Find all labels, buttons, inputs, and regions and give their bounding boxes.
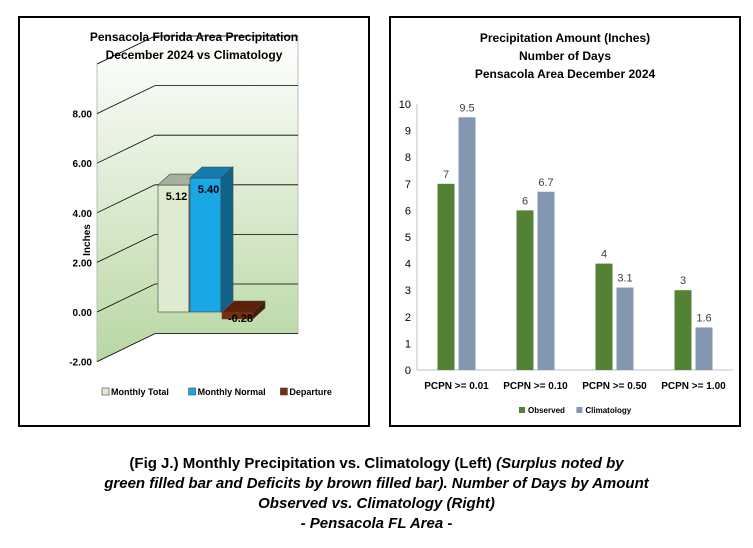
data-label: 3 xyxy=(680,275,686,287)
figure-caption-line-1: (Fig J.) Monthly Precipitation vs. Clima… xyxy=(0,454,753,474)
y-tick-label: 4.00 xyxy=(73,209,93,220)
bar-side xyxy=(252,300,266,320)
gridline xyxy=(96,184,298,214)
caption-italic-text: Observed vs. Climatology (Right) xyxy=(258,495,495,512)
y-tick-label: 0.00 xyxy=(73,308,93,319)
y-tick-label: 6 xyxy=(405,205,411,217)
y-tick-label: 5 xyxy=(405,232,411,244)
chart-title: Precipitation Amount (Inches) xyxy=(480,31,650,45)
gridline xyxy=(96,333,298,362)
bar-climatology xyxy=(537,191,555,370)
bar-observed xyxy=(595,263,613,370)
data-label: 9.5 xyxy=(459,102,474,114)
legend-label: Observed xyxy=(528,406,565,415)
data-label: -0.28 xyxy=(228,313,253,325)
legend-swatch xyxy=(188,387,196,396)
bar-observed xyxy=(516,210,534,370)
data-label: 7 xyxy=(443,169,449,181)
days-by-amount-bar-chart: Precipitation Amount (Inches) Number of D… xyxy=(399,31,733,415)
precipitation-3d-bar-chart: -2.00 0.00 2.00 4.00 6.00 8.00 Pensacola Flori… xyxy=(69,30,332,397)
figure-caption-line-2: green filled bar and Deficits by brown f… xyxy=(0,474,753,494)
legend-label: Monthly Normal xyxy=(198,387,266,397)
gridline xyxy=(96,283,298,313)
x-tick-label: PCPN >= 0.01 xyxy=(424,381,489,392)
bar-departure xyxy=(221,300,266,320)
bar-climatology xyxy=(616,287,634,370)
y-tick-label: 7 xyxy=(405,179,411,191)
y-tick-label: 2.00 xyxy=(73,258,93,269)
caption-text: (Fig J.) Monthly Precipitation vs. Clima… xyxy=(129,455,497,472)
bar-observed xyxy=(674,290,692,370)
y-tick-label: 2 xyxy=(405,312,411,324)
data-label: 6 xyxy=(522,195,528,207)
x-tick-label: PCPN >= 0.10 xyxy=(503,381,568,392)
y-tick-label: 8 xyxy=(405,152,411,164)
legend-swatch xyxy=(280,387,288,396)
figure-caption-line-4: - Pensacola FL Area - xyxy=(0,514,753,534)
legend-label: Departure xyxy=(289,387,332,397)
y-tick-label: 4 xyxy=(405,259,411,271)
legend-label: Climatology xyxy=(585,406,631,415)
y-tick-label: 0 xyxy=(405,365,411,377)
caption-italic-text: (Surplus noted by xyxy=(496,455,624,472)
y-tick-label: 1 xyxy=(405,338,411,350)
bar-climatology xyxy=(458,117,476,370)
data-label: 5.12 xyxy=(166,191,187,203)
bar-climatology xyxy=(695,327,713,370)
y-tick-label: 6.00 xyxy=(73,159,93,170)
data-label: 1.6 xyxy=(696,312,711,324)
gridline xyxy=(96,85,298,114)
chart-title: December 2024 vs Climatology xyxy=(106,48,283,62)
data-label: 6.7 xyxy=(538,177,553,189)
gridline xyxy=(96,233,298,263)
chart-title: Pensacola Florida Area Precipitation xyxy=(90,30,298,44)
caption-italic-text: - Pensacola FL Area - xyxy=(300,515,453,532)
bar-front xyxy=(189,177,222,313)
x-tick-label: PCPN >= 0.50 xyxy=(582,381,647,392)
legend-swatch xyxy=(576,407,583,413)
bar-observed xyxy=(437,183,455,370)
bar-front xyxy=(157,184,190,313)
bar-side xyxy=(220,166,234,313)
y-tick-label: 9 xyxy=(405,126,411,138)
data-label: 5.40 xyxy=(198,184,219,196)
data-label: 4 xyxy=(601,249,607,261)
chart-title: Number of Days xyxy=(519,49,611,63)
y-tick-label: 10 xyxy=(399,99,411,111)
data-label: 3.1 xyxy=(617,273,632,285)
gridline xyxy=(96,35,298,65)
y-tick-label: 3 xyxy=(405,285,411,297)
y-tick-label: 8.00 xyxy=(73,110,93,121)
right-chart-panel: Precipitation Amount (Inches) Number of D… xyxy=(389,16,741,427)
y-tick-label: -2.00 xyxy=(69,358,92,369)
legend-swatch xyxy=(519,407,525,413)
figure-caption-line-3: Observed vs. Climatology (Right) xyxy=(0,494,753,514)
caption-italic-text: green filled bar and Deficits by brown f… xyxy=(104,475,649,492)
bar-monthly-normal xyxy=(189,166,234,313)
legend-label: Monthly Total xyxy=(111,387,169,397)
gridline xyxy=(96,134,298,164)
left-chart-panel: -2.00 0.00 2.00 4.00 6.00 8.00 Pensacola Flori… xyxy=(18,16,370,427)
x-tick-label: PCPN >= 1.00 xyxy=(661,381,726,392)
y-axis-label: Inches xyxy=(82,224,93,256)
legend-swatch xyxy=(101,387,110,396)
chart-title: Pensacola Area December 2024 xyxy=(475,67,656,81)
